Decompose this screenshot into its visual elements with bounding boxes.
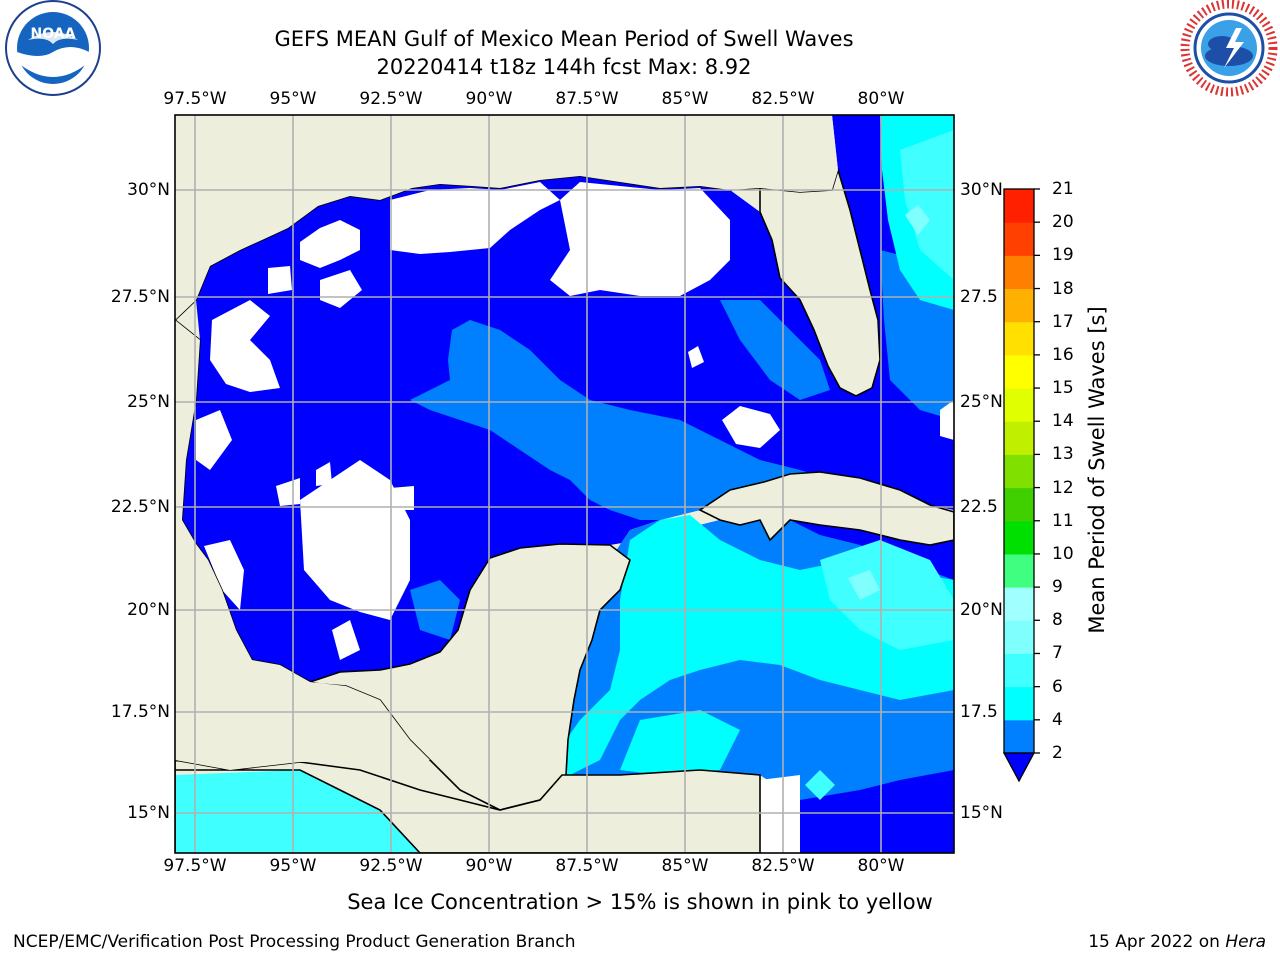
top-tick-label: 97.5°W — [163, 89, 227, 109]
swell-period-6-7s-zone — [820, 540, 954, 650]
noaa-logo: NOAA — [5, 0, 101, 96]
colorbar-tick-label: 12 — [1052, 477, 1074, 498]
mexico-landmass — [175, 320, 430, 770]
right-tick-label: 30°N — [960, 180, 1003, 200]
map-title: GEFS MEAN Gulf of Mexico Mean Period of … — [274, 27, 854, 51]
colorbar-tick-label: 9 — [1052, 577, 1063, 598]
map-subtitle: 20220414 t18z 144h fcst Max: 8.92 — [376, 55, 752, 79]
colorbar-segment — [1004, 255, 1034, 290]
colorbar-tick-label: 14 — [1052, 411, 1074, 432]
colorbar-segment — [1004, 354, 1034, 389]
host-name: Hera — [1225, 932, 1266, 952]
colorbar-tick-label: 20 — [1052, 212, 1074, 233]
left-tick-label: 15°N — [127, 803, 170, 823]
run-date: 15 Apr 2022 on Hera — [1088, 932, 1266, 952]
colorbar — [1004, 188, 1040, 754]
colorbar-tick-label: 6 — [1052, 676, 1063, 697]
colorbar-tick-label: 8 — [1052, 610, 1063, 631]
right-tick-label: 15°N — [960, 803, 1003, 823]
colorbar-tick-label: 21 — [1052, 179, 1074, 199]
top-tick-label: 80°W — [857, 89, 905, 109]
credit-text: NCEP/EMC/Verification Post Processing Pr… — [13, 932, 576, 952]
right-tick-label: 17.5 — [960, 702, 998, 722]
bot-tick-label: 85°W — [661, 856, 709, 876]
us-landmass — [175, 115, 838, 320]
bot-tick-label: 92.5°W — [359, 856, 423, 876]
noaa-logo-text: NOAA — [31, 26, 76, 42]
colorbar-tick-label: 10 — [1052, 543, 1074, 564]
right-tick-label: 20°N — [960, 600, 1003, 620]
colorbar-segment — [1004, 553, 1034, 588]
colorbar-segment — [1004, 520, 1034, 555]
top-tick-label: 82.5°W — [751, 89, 815, 109]
colorbar-segment — [1004, 719, 1034, 754]
top-tick-label: 90°W — [465, 89, 513, 109]
colorbar-tick-label: 16 — [1052, 344, 1074, 365]
top-tick-label: 87.5°W — [555, 89, 619, 109]
right-tick-label: 27.5 — [960, 287, 998, 307]
colorbar-segment — [1004, 222, 1034, 256]
colorbar-segment — [1004, 587, 1034, 621]
left-tick-label: 25°N — [127, 392, 170, 412]
bot-tick-label: 95°W — [269, 856, 317, 876]
top-tick-label: 85°W — [661, 89, 709, 109]
left-tick-label: 22.5°N — [110, 497, 170, 517]
colorbar-segment — [1004, 653, 1034, 688]
right-tick-label: 25°N — [960, 392, 1003, 412]
bot-tick-label: 90°W — [465, 856, 513, 876]
left-tick-label: 20°N — [127, 600, 170, 620]
colorbar-extend-min — [1002, 752, 1036, 783]
bot-tick-label: 80°W — [857, 856, 905, 876]
colorbar-segment — [1004, 686, 1034, 721]
bot-tick-label: 82.5°W — [751, 856, 815, 876]
top-tick-label: 95°W — [269, 89, 317, 109]
colorbar-tick-label: 11 — [1052, 510, 1074, 531]
colorbar-tick-label: 17 — [1052, 311, 1074, 332]
top-tick-label: 92.5°W — [359, 89, 423, 109]
colorbar-tick-label: 4 — [1052, 709, 1063, 730]
sea-ice-note: Sea Ice Concentration > 15% is shown in … — [347, 890, 933, 914]
nws-logo — [1180, 0, 1278, 97]
colorbar-segment — [1004, 321, 1034, 356]
swell-period-7-8s-zone — [905, 205, 930, 235]
bot-tick-label: 87.5°W — [555, 856, 619, 876]
colorbar-tick-label: 18 — [1052, 278, 1074, 299]
colorbar-tick-label: 19 — [1052, 245, 1074, 266]
colorbar-tick-label: 15 — [1052, 378, 1074, 399]
colorbar-segment — [1004, 421, 1034, 455]
colorbar-frame — [1003, 188, 1035, 754]
colorbar-segment — [1004, 620, 1034, 654]
right-tick-label: 22.5 — [960, 497, 998, 517]
left-tick-label: 30°N — [127, 180, 170, 200]
colorbar-tick-label: 2 — [1052, 743, 1063, 763]
colorbar-segment — [1004, 454, 1034, 489]
colorbar-label: Mean Period of Swell Waves [s] — [1085, 306, 1109, 634]
map-frame — [174, 114, 955, 854]
colorbar-segment — [1004, 388, 1034, 422]
colorbar-segment — [1004, 189, 1034, 223]
colorbar-segment — [1004, 487, 1034, 522]
gridlines — [175, 115, 954, 853]
bot-tick-label: 97.5°W — [163, 856, 227, 876]
left-tick-label: 17.5°N — [110, 702, 170, 722]
colorbar-tick-label: 7 — [1052, 643, 1063, 664]
colorbar-segment — [1004, 288, 1034, 323]
colorbar-tick-label: 13 — [1052, 444, 1074, 465]
left-tick-label: 27.5°N — [110, 287, 170, 307]
